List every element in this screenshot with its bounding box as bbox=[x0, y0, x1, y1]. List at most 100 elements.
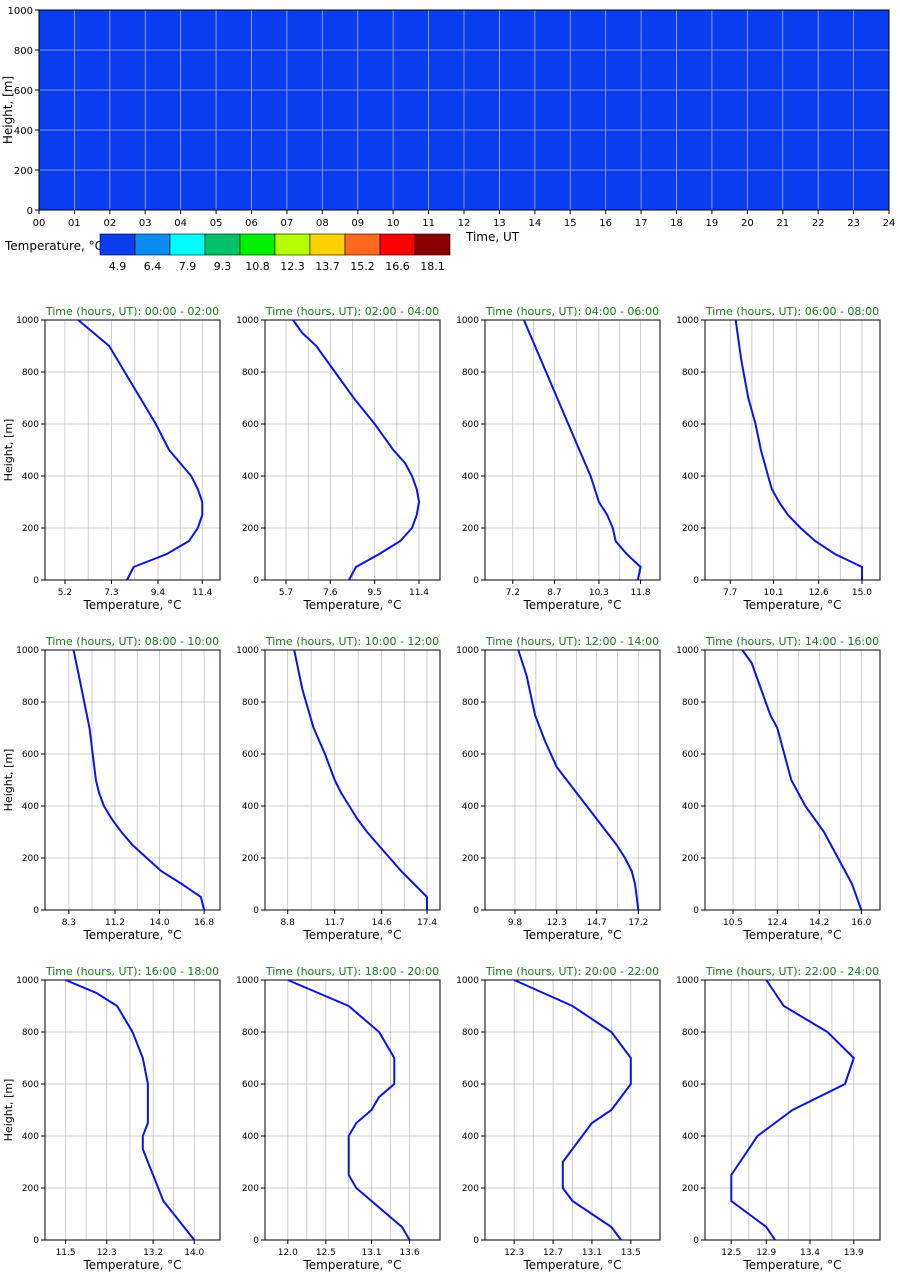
heatmap-cell bbox=[174, 70, 182, 81]
profile-xtick-label: 11.8 bbox=[631, 588, 651, 598]
heatmap-cell bbox=[328, 70, 335, 81]
heatmap-cell bbox=[729, 70, 736, 81]
heatmap-cell bbox=[269, 80, 276, 91]
heatmap-cell bbox=[818, 70, 825, 81]
heatmap-cell bbox=[239, 110, 246, 121]
heatmap-cell bbox=[68, 40, 75, 51]
heatmap-cell bbox=[741, 90, 748, 101]
heatmap-cell bbox=[410, 200, 418, 210]
heatmap-cell bbox=[635, 140, 642, 151]
heatmap-cell bbox=[251, 70, 258, 81]
heatmap-cell bbox=[812, 140, 819, 151]
heatmap-cell bbox=[233, 110, 241, 121]
heatmap-cell bbox=[517, 20, 524, 31]
heatmap-cell bbox=[39, 100, 46, 111]
heatmap-cell bbox=[877, 160, 884, 171]
heatmap-cell bbox=[794, 110, 801, 121]
heatmap-cell bbox=[363, 90, 370, 101]
heatmap-cell bbox=[806, 170, 813, 181]
heatmap-cell bbox=[304, 140, 311, 151]
heatmap-cell bbox=[847, 70, 854, 81]
heatmap-cell bbox=[511, 90, 518, 101]
heatmap-cell bbox=[859, 140, 866, 151]
heatmap-cell bbox=[139, 130, 146, 141]
heatmap-cell bbox=[582, 70, 589, 81]
heatmap-cell bbox=[487, 180, 494, 191]
heatmap-cell bbox=[670, 110, 677, 121]
heatmap-cell bbox=[540, 80, 548, 91]
heatmap-cell bbox=[251, 200, 258, 210]
heatmap-cell bbox=[162, 140, 170, 151]
heatmap-cell bbox=[759, 10, 766, 21]
heatmap-cell bbox=[351, 60, 359, 71]
heatmap-cell bbox=[865, 190, 872, 201]
heatmap-cell bbox=[593, 70, 601, 81]
heatmap-cell bbox=[765, 40, 772, 51]
heatmap-cell bbox=[776, 40, 784, 51]
heatmap-cell bbox=[452, 160, 459, 171]
colorbar-swatch bbox=[379, 233, 416, 256]
heatmap-cell bbox=[180, 10, 187, 21]
heatmap-cell bbox=[706, 200, 713, 210]
heatmap-cell bbox=[694, 180, 701, 191]
heatmap-cell bbox=[334, 180, 341, 191]
heatmap-cell bbox=[298, 60, 306, 71]
heatmap-cell bbox=[298, 190, 306, 201]
heatmap-cell bbox=[404, 170, 412, 181]
heatmap-cell bbox=[511, 190, 518, 201]
heatmap-cell bbox=[357, 40, 365, 51]
heatmap-cell bbox=[582, 130, 589, 141]
heatmap-cell bbox=[192, 200, 199, 210]
heatmap-cell bbox=[68, 170, 75, 181]
heatmap-cell bbox=[735, 200, 742, 210]
heatmap-cell bbox=[109, 120, 117, 131]
profile-ytick-label: 1000 bbox=[236, 646, 259, 656]
heatmap-cell bbox=[788, 200, 795, 210]
heatmap-cell bbox=[381, 80, 388, 91]
heatmap-cell bbox=[168, 140, 176, 151]
heatmap-cell bbox=[298, 200, 306, 210]
heatmap-cell bbox=[747, 120, 754, 131]
heatmap-cell bbox=[717, 50, 725, 61]
heatmap-cell bbox=[269, 180, 276, 191]
heatmap-cell bbox=[865, 80, 872, 91]
heatmap-cell bbox=[499, 30, 506, 41]
heatmap-cell bbox=[587, 60, 595, 71]
heatmap-cell bbox=[127, 190, 134, 201]
heatmap-cell bbox=[747, 100, 754, 111]
heatmap-cell bbox=[434, 70, 441, 81]
heatmap-cell bbox=[39, 190, 46, 201]
heatmap-cell bbox=[121, 160, 128, 171]
heatmap-cell bbox=[139, 90, 146, 101]
heatmap-cell bbox=[257, 110, 264, 121]
heatmap-cell bbox=[328, 170, 335, 181]
heatmap-cell bbox=[587, 140, 595, 151]
heatmap-cell bbox=[552, 150, 559, 161]
heatmap-cell bbox=[115, 190, 123, 201]
heatmap-cell bbox=[387, 100, 394, 111]
heatmap-cell bbox=[56, 20, 64, 31]
heatmap-cell bbox=[375, 120, 382, 131]
heatmap-cell bbox=[853, 150, 860, 161]
heatmap-cell bbox=[115, 150, 123, 161]
heatmap-cell bbox=[257, 50, 264, 61]
heatmap-cell bbox=[641, 170, 648, 181]
heatmap-cell bbox=[747, 190, 754, 201]
heatmap-cell bbox=[635, 20, 642, 31]
heatmap-cell bbox=[452, 180, 459, 191]
heatmap-cell bbox=[157, 10, 164, 21]
heatmap-cell bbox=[375, 150, 382, 161]
heatmap-cell bbox=[351, 90, 359, 101]
heatmap-cell bbox=[375, 80, 382, 91]
heatmap-cell bbox=[334, 140, 341, 151]
heatmap-cell bbox=[157, 110, 164, 121]
heatmap-cell bbox=[204, 10, 211, 21]
heatmap-cell bbox=[841, 90, 849, 101]
heatmap-cell bbox=[416, 20, 424, 31]
heatmap-cell bbox=[174, 180, 182, 191]
heatmap-cell bbox=[458, 180, 465, 191]
heatmap-cell bbox=[281, 200, 288, 210]
heatmap-cell bbox=[824, 20, 831, 31]
heatmap-cell bbox=[635, 150, 642, 161]
profile-ytick-label: 600 bbox=[462, 750, 479, 760]
